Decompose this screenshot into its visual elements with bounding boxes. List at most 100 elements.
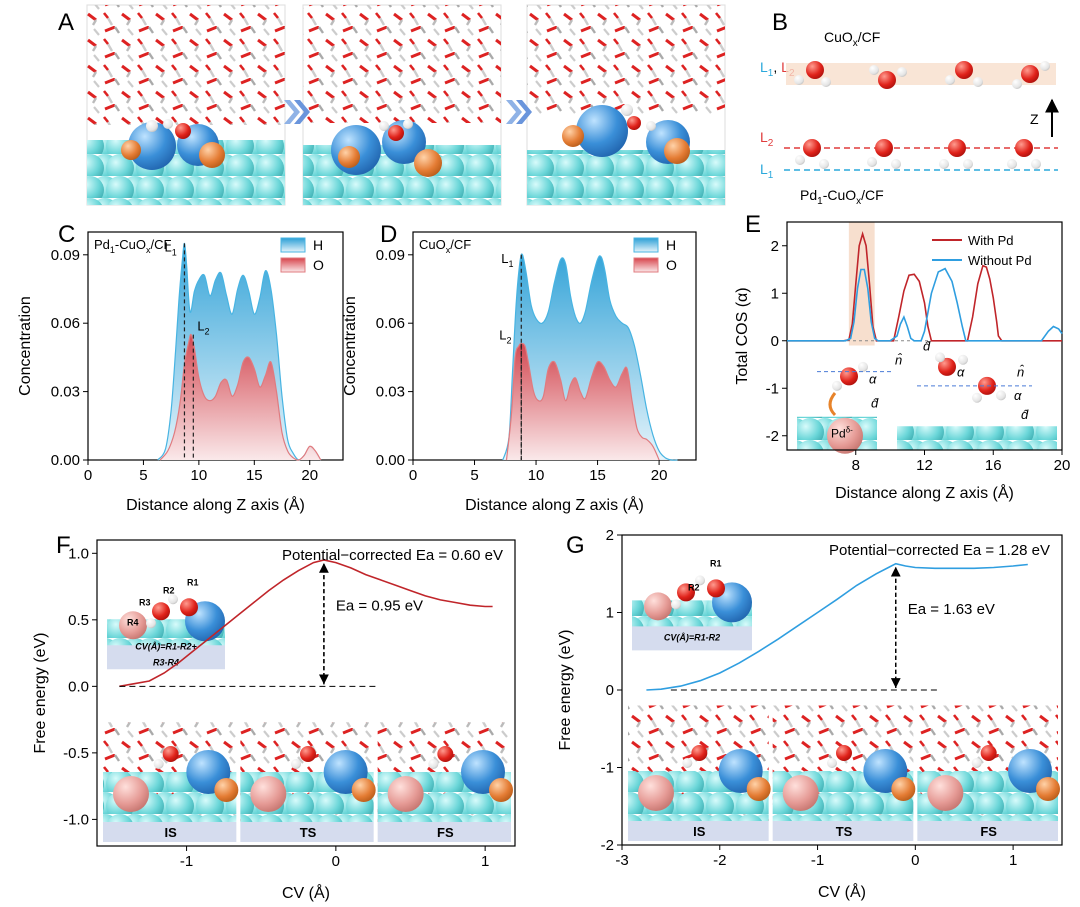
chart-d: 0 5 10 15 20 0.00 0.03 0.06 0.09 Distance along Z… <box>342 231 697 514</box>
x-tick-label: 20 <box>1054 457 1071 474</box>
legend-label: Without Pd <box>968 253 1032 268</box>
y-tick-label: -1.0 <box>63 811 89 828</box>
snapshot-o-atom <box>214 778 239 802</box>
snapshot-water-oxygen <box>980 745 997 761</box>
pd-label-part: Pd <box>831 426 846 440</box>
annotation-l2: L2 <box>499 328 511 346</box>
inset-hydrogen-atom <box>695 575 705 586</box>
snapshot-label-bar <box>103 822 237 842</box>
pd-atom <box>827 417 863 454</box>
y-tick-label: -1 <box>766 380 779 397</box>
chevron-right-icon <box>284 100 310 124</box>
y-axis-label: Free energy (eV) <box>557 630 574 751</box>
chevron-right-icon <box>506 100 532 124</box>
chart-title-part: x <box>146 245 151 255</box>
chart-title-part: /CF <box>150 237 171 252</box>
bottom-water-molecules <box>795 139 1041 169</box>
y-tick-label: 0.5 <box>68 612 89 629</box>
inset-oxygen-atom <box>180 598 198 617</box>
inset-bond-label-r1: R1 <box>710 558 722 568</box>
area-o <box>160 334 321 461</box>
legend-swatch-o <box>280 257 306 273</box>
annotation-l2: L2 <box>197 319 209 337</box>
legend-label-o: O <box>313 257 324 273</box>
snapshot-water-oxygen <box>162 746 179 762</box>
annotation-part: L <box>499 328 506 343</box>
line-o <box>505 342 660 461</box>
y-tick-label: -0.5 <box>63 745 89 762</box>
y-tick-label: 0 <box>606 682 614 699</box>
inset-oxygen-atom <box>707 579 725 598</box>
x-tick-label: 15 <box>589 467 606 484</box>
panel-letter-g: G <box>566 532 585 559</box>
snapshot-label-is: IS <box>693 824 706 839</box>
chart-title: Pd1-CuOx/CF <box>94 237 171 255</box>
snapshot-pd-atom <box>638 775 674 811</box>
y-tick-label: 0 <box>771 333 779 350</box>
panel-b-schematic: CuOx/CF L1, L2 Z L2 L1 Pd1-CuOx/CF <box>760 29 1059 207</box>
inset-symbol-alpha: α <box>1014 388 1022 403</box>
snapshot-label-bar <box>628 821 769 841</box>
snapshot-o-atom <box>746 777 771 801</box>
snapshot-water-hydrogen <box>428 759 439 769</box>
panel-letter-b: B <box>772 9 788 36</box>
free-energy-curve <box>646 562 1028 691</box>
x-tick-label: 5 <box>139 467 147 484</box>
snapshot-water-oxygen <box>691 745 708 761</box>
x-tick-label: -1 <box>811 852 824 869</box>
snapshot-o-atom <box>489 778 513 802</box>
x-tick-label: 0 <box>409 467 417 484</box>
snapshot-water-oxygen <box>437 746 454 762</box>
chart-title-part: /CF <box>450 237 471 252</box>
panel-letter-f: F <box>56 532 71 559</box>
x-axis-label: Distance along Z axis (Å) <box>835 483 1014 502</box>
potential-corrected-ea-label: Potential−corrected Ea = 1.28 eV <box>829 542 1050 559</box>
x-axis-label: CV (Å) <box>818 882 866 901</box>
snapshot-pd-atom <box>113 776 149 812</box>
y-tick-label: 2 <box>606 527 614 544</box>
line-o <box>159 333 322 461</box>
inset-bond-label-r3: R3 <box>139 597 151 607</box>
inset-hydrogen-atom <box>958 354 968 365</box>
inset-oxygen-atom <box>840 367 858 386</box>
inset-symbol-n: n̂ <box>1017 364 1025 379</box>
x-tick-label: 0 <box>332 853 340 870</box>
inset-symbol-d: d̂ <box>1021 407 1029 422</box>
y-axis-label: Total COS (α) <box>734 287 751 384</box>
y-tick-label: 0.06 <box>51 315 80 332</box>
chart-title-part: 1 <box>110 245 115 255</box>
chart-title-part: -CuO <box>115 237 146 252</box>
y-tick-label: 0.09 <box>51 247 80 264</box>
inset-formula-line-2: R3-R4 <box>153 657 179 667</box>
annotation-part: 2 <box>507 336 512 346</box>
annotation-part: L <box>197 319 204 334</box>
y-axis-label: Concentration <box>17 296 34 396</box>
legend-swatch-h <box>633 237 659 253</box>
legend-label-o: O <box>666 257 677 273</box>
inset-hydrogen-atom <box>168 594 178 605</box>
snapshot-water-hydrogen <box>682 758 693 768</box>
x-tick-label: 15 <box>246 467 263 484</box>
annotation-part: L <box>501 251 508 266</box>
inset-symbol-alpha: α <box>869 372 877 387</box>
legend-swatch-o <box>633 257 659 273</box>
snapshot-pd-atom <box>387 776 424 812</box>
snapshot-o-atom <box>1036 777 1060 801</box>
x-tick-label: 0 <box>911 852 919 869</box>
inset-formula-bar <box>107 645 225 670</box>
pd-label: Pdδ- <box>831 425 853 440</box>
inset-hydrogen-atom <box>858 361 868 372</box>
legend-label-h: H <box>313 237 323 253</box>
snapshot-o-atom <box>891 777 916 801</box>
chart-title-part: Pd <box>94 237 110 252</box>
inset-bond-label-r2: R2 <box>688 582 700 592</box>
snapshot-pd-atom <box>250 776 287 812</box>
x-tick-label: -1 <box>180 853 193 870</box>
inset-symbol-d: d̂ <box>923 338 931 353</box>
inset-hydrogen-atom <box>146 618 156 629</box>
snapshot-label-ts: TS <box>300 825 317 840</box>
panel-letter-a: A <box>58 9 74 36</box>
panel-letter-c: C <box>58 221 75 248</box>
